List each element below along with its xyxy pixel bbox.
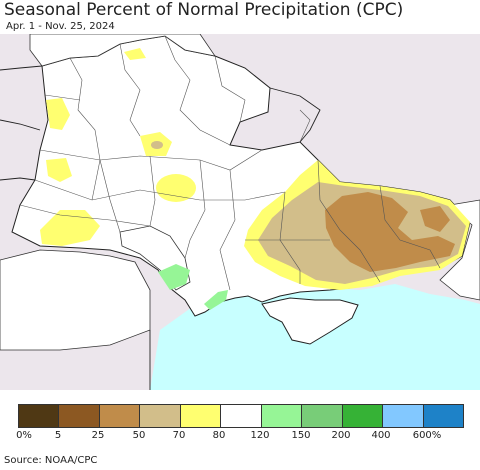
romania-region — [0, 249, 151, 351]
belarus-region — [29, 34, 216, 67]
legend-label: 50 — [132, 430, 146, 441]
legend-swatch-2 — [99, 405, 141, 427]
anomaly-zone-120-150-coast — [204, 290, 228, 310]
anomaly-zone-120-150-odesa — [158, 264, 190, 290]
anomaly-zone-25-50-patch — [420, 206, 450, 232]
anomaly-zone-50-70-north — [151, 141, 163, 149]
anomaly-zone-70-80-west — [46, 158, 72, 182]
map-title: Seasonal Percent of Normal Precipitation… — [4, 0, 404, 20]
legend-swatch-4 — [180, 405, 222, 427]
legend-label: 600% — [412, 430, 442, 441]
legend-swatch-5 — [221, 405, 262, 427]
legend-label: 0% — [16, 430, 32, 441]
legend-color-bar — [18, 404, 464, 428]
legend-swatch-3 — [140, 405, 181, 427]
legend-swatch-1 — [59, 405, 100, 427]
legend-label: 400 — [371, 430, 391, 441]
anomaly-zone-70-80-northwest — [46, 98, 70, 130]
legend-label: 5 — [54, 430, 62, 441]
legend-labels: 0% 5 25 50 70 80 120 150 200 400 600% — [0, 430, 480, 444]
legend-label: 120 — [250, 430, 270, 441]
anomaly-zone-70-80-belarus — [124, 48, 146, 60]
oblast-boundaries — [19, 35, 441, 291]
country-boundaries — [0, 65, 321, 390]
source-credit: Source: NOAA/CPC — [4, 455, 98, 466]
legend-swatch-0 — [19, 405, 60, 427]
legend-label: 200 — [331, 430, 351, 441]
anomaly-zone-70-80-central — [156, 174, 196, 202]
map-date-range: Apr. 1 - Nov. 25, 2024 — [6, 21, 115, 32]
legend-swatch-9 — [383, 405, 424, 427]
legend-swatch-8 — [342, 405, 384, 427]
anomaly-zone-25-50 — [325, 192, 455, 272]
precipitation-map — [0, 34, 480, 390]
legend-label: 25 — [91, 430, 105, 441]
legend-swatch-10 — [423, 405, 463, 427]
legend-swatch-7 — [302, 405, 343, 427]
anomaly-zone-70-80-southwest — [40, 210, 100, 246]
legend-label: 70 — [172, 430, 186, 441]
russia-east-region — [439, 199, 480, 301]
crimea-peninsula — [261, 297, 359, 345]
legend-swatch-6 — [261, 405, 303, 427]
map-canvas — [0, 34, 480, 390]
legend-label: 150 — [291, 430, 311, 441]
legend-label: 80 — [212, 430, 226, 441]
